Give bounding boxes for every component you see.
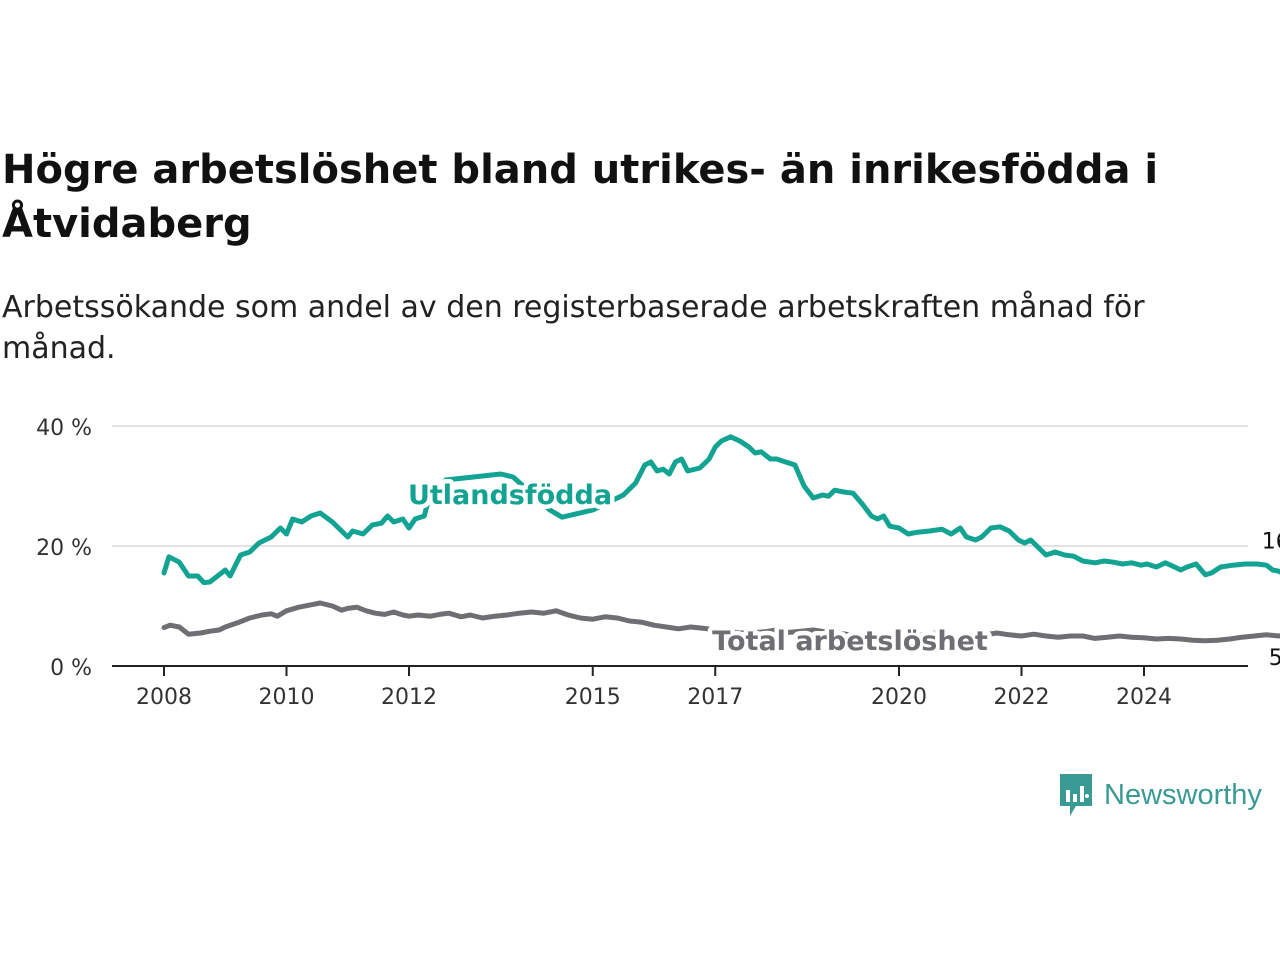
series-label: Total arbetslöshet (712, 626, 988, 657)
brand-logo: Newsworthy (1058, 770, 1262, 820)
x-tick-label: 2024 (1116, 685, 1172, 710)
series-labels: Utlandsfödda Total arbetslöshet 16,9 % 5,2 … (403, 476, 1280, 674)
chart-title: Högre arbetslöshet bland utrikes- än inr… (2, 147, 1159, 247)
x-tick-label: 2020 (871, 685, 927, 710)
x-tick-label: 2012 (381, 685, 437, 710)
grid-lines (112, 425, 1248, 547)
x-tick-label: 2015 (565, 685, 621, 710)
line-chart: 0 % 20 % 40 % 2008 2010 2012 2015 2017 2020 2022 2… (36, 416, 1280, 710)
series-label: Utlandsfödda (408, 480, 612, 511)
y-tick-label: 20 % (36, 536, 92, 561)
y-tick-label: 0 % (50, 656, 92, 681)
brand-name: Newsworthy (1104, 778, 1262, 811)
newsworthy-logo-icon (1060, 774, 1092, 816)
x-tick-label: 2022 (994, 685, 1050, 710)
series-end-label: 5,2 % (1269, 646, 1280, 671)
series-line-total (161, 600, 1280, 644)
x-tick-label: 2017 (687, 685, 743, 710)
chart-subtitle: Arbetssökande som andel av den registerb… (2, 290, 1145, 366)
x-tick-label: 2008 (136, 685, 192, 710)
axes: 0 % 20 % 40 % 2008 2010 2012 2015 2017 2020 2022 2… (36, 416, 1248, 710)
series-lines (161, 434, 1280, 644)
series-end-label: 16,9 % (1262, 530, 1280, 555)
series-line-utlandsfodda (161, 434, 1280, 586)
y-tick-label: 40 % (36, 416, 92, 441)
x-tick-label: 2010 (259, 685, 315, 710)
